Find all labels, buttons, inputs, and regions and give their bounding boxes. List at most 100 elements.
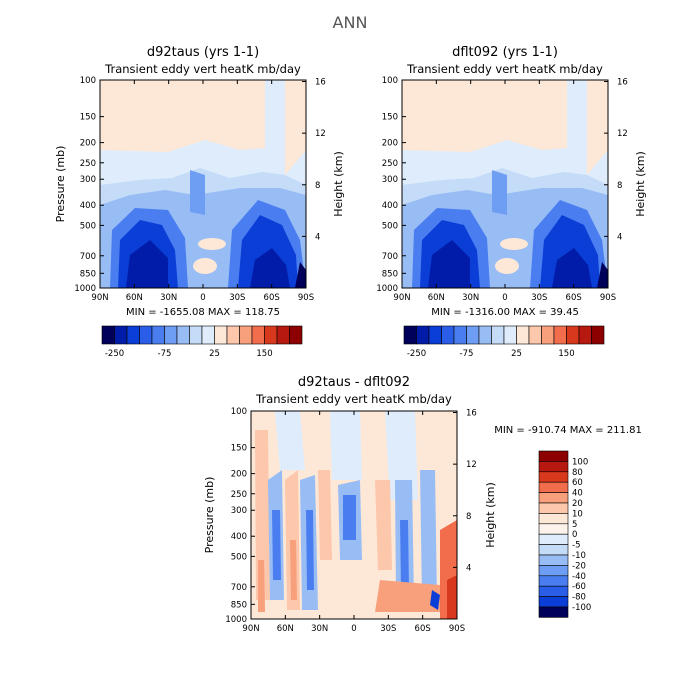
y-tick-label: 400 (231, 532, 247, 542)
y-tick-label: 700 (382, 252, 398, 262)
colorbar-swatch (538, 554, 569, 566)
y-tick-label: 200 (80, 139, 96, 149)
colorbar-swatch (264, 325, 278, 345)
colorbar-label: 25 (511, 349, 522, 359)
colorbar-label: -20 (572, 561, 586, 571)
y-tick-label: 250 (231, 490, 247, 500)
y-tick-label: 500 (382, 221, 398, 231)
x-tick-label: 30N (311, 624, 328, 634)
colorbar-swatch (538, 585, 569, 597)
x-tick-label: 90S (449, 624, 465, 634)
colorbar-label: 150 (256, 349, 272, 359)
colorbar-swatch (503, 325, 517, 345)
colorbar-swatch (538, 461, 569, 473)
colorbar-swatch (538, 596, 569, 608)
x-tick-label: 90S (298, 293, 314, 303)
colorbar-swatch (441, 325, 455, 345)
panel-b-subtitle: Transient eddy vert heatK mb/day (406, 62, 603, 76)
colorbar-swatch (428, 325, 442, 345)
colorbar-swatch (289, 325, 303, 345)
x-tick-label: 60N (277, 624, 294, 634)
panel-a-subtitle: Transient eddy vert heatK mb/day (104, 62, 301, 76)
y-tick-label: 700 (231, 583, 247, 593)
x-tick-label: 90S (600, 293, 616, 303)
colorbar-label: 80 (572, 468, 583, 478)
colorbar-swatch (538, 565, 569, 577)
y-tick-label: 1000 (225, 615, 247, 625)
colorbar-swatch (491, 325, 505, 345)
panel-c-subtitle: Transient eddy vert heatK mb/day (255, 392, 452, 406)
y-tick-label: 100 (80, 76, 96, 86)
colorbar-label: 150 (558, 349, 574, 359)
colorbar-swatch (538, 492, 569, 504)
y-tick-label: 850 (382, 269, 398, 279)
colorbar-swatch (538, 471, 569, 483)
y-tick-label: 300 (80, 175, 96, 185)
y-tick-label: 200 (231, 470, 247, 480)
colorbar-label: -40 (572, 572, 586, 582)
y-tick-label: 150 (231, 444, 247, 454)
colorbar-label: 0 (572, 530, 577, 540)
x-tick-label: 30N (462, 293, 479, 303)
y-tick-label: 100 (382, 76, 398, 86)
x-tick-label: 30S (380, 624, 396, 634)
y-tick-label: 400 (80, 201, 96, 211)
x-tick-label: 90N (91, 293, 108, 303)
colorbar-swatch (239, 325, 253, 345)
x-tick-label: 60S (264, 293, 280, 303)
panel-c-ylabel: Pressure (mb) (203, 477, 216, 554)
y2-tick-label: 12 (466, 460, 477, 470)
panel-b-colorbar: -250 -75 25 150 (403, 325, 605, 359)
x-tick-label: 0 (200, 293, 205, 303)
panel-c-field (251, 411, 457, 619)
panel-b-stats: MIN = -1316.00 MAX = 39.45 (431, 307, 579, 318)
colorbar-label: -250 (407, 349, 426, 359)
panel-b: dflt092 (yrs 1-1) Transient eddy vert he… (376, 45, 647, 359)
colorbar-swatch (538, 513, 569, 525)
panel-c-axes: 90N 60N 30N 0 30S 60S 90S 100 150 200 250 300 400 500… (225, 407, 476, 634)
colorbar-swatch (516, 325, 530, 345)
y2-tick-label: 16 (617, 78, 628, 88)
colorbar-swatch (189, 325, 203, 345)
y2-tick-label: 16 (466, 409, 477, 419)
y2-tick-label: 4 (617, 232, 622, 242)
x-tick-label: 60S (566, 293, 582, 303)
colorbar-swatch (416, 325, 430, 345)
colorbar-swatch (276, 325, 290, 345)
colorbar-label: -75 (158, 349, 172, 359)
y-tick-label: 250 (382, 159, 398, 169)
y2-tick-label: 8 (466, 512, 471, 522)
figure-title: ANN (333, 13, 368, 32)
colorbar-label: -75 (460, 349, 474, 359)
x-tick-label: 30N (160, 293, 177, 303)
y-tick-label: 500 (80, 221, 96, 231)
y-tick-label: 250 (80, 159, 96, 169)
panel-c-stats: MIN = -910.74 MAX = 211.81 (494, 425, 642, 436)
x-tick-label: 60S (415, 624, 431, 634)
colorbar-swatch (466, 325, 480, 345)
colorbar-label: 100 (572, 457, 588, 467)
y-tick-label: 300 (231, 506, 247, 516)
colorbar-label: -250 (105, 349, 124, 359)
panel-a: d92taus (yrs 1-1) Transient eddy vert he… (54, 45, 345, 359)
colorbar-swatch (528, 325, 542, 345)
colorbar-swatch (453, 325, 467, 345)
y-tick-label: 1000 (376, 284, 398, 294)
y-tick-label: 150 (80, 113, 96, 123)
colorbar-swatch (139, 325, 153, 345)
panel-a-axes: 90N 60N 30N 0 30S 60S 90S 100 150 200 250 300 400 500… (74, 76, 325, 303)
panel-b-title: dflt092 (yrs 1-1) (452, 45, 558, 60)
colorbar-swatch (538, 502, 569, 514)
panel-c: d92taus - dflt092 Transient eddy vert he… (203, 375, 642, 634)
colorbar-swatch (538, 544, 569, 556)
colorbar-label: 25 (209, 349, 220, 359)
colorbar-label: -10 (572, 551, 586, 561)
y-tick-label: 150 (382, 113, 398, 123)
panel-a-colorbar: -250 -75 25 150 (101, 325, 303, 359)
x-tick-label: 60N (428, 293, 445, 303)
colorbar-swatch (151, 325, 165, 345)
colorbar-swatch (538, 606, 569, 618)
panel-a-stats: MIN = -1655.08 MAX = 118.75 (126, 307, 280, 318)
x-tick-label: 60N (126, 293, 143, 303)
